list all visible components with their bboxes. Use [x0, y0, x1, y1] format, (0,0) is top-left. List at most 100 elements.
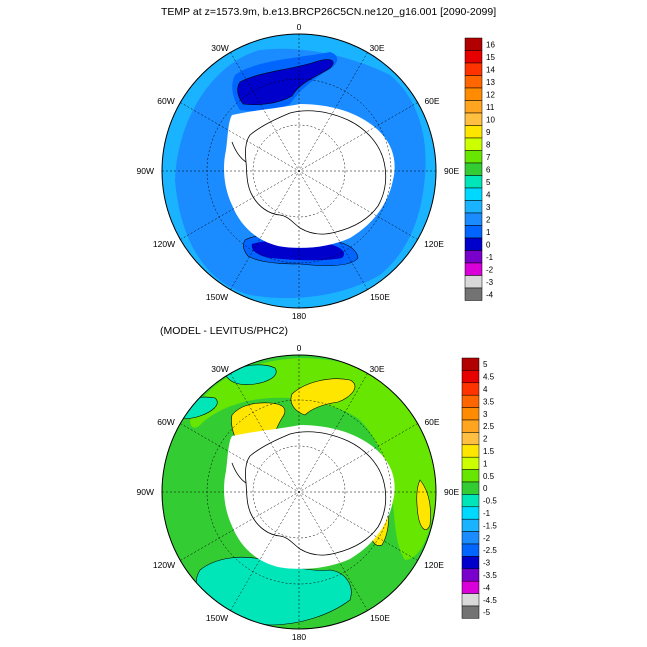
- bottom-colorbar-tick-label: 5: [483, 360, 488, 369]
- bottom-colorbar-tick-label: -5: [483, 608, 491, 617]
- top-colorbar-tick-label: 1: [486, 228, 491, 237]
- bottom-colorbar-tick-label: -2.5: [483, 546, 497, 555]
- bottom-lon-label-0: 0: [297, 343, 302, 353]
- top-colorbar-swatch: [464, 150, 483, 164]
- top-colorbar-tick-label: 2: [486, 215, 491, 224]
- bottom-lon-label-90w: 90W: [137, 487, 154, 497]
- bottom-lon-label-180: 180: [292, 632, 306, 642]
- bottom-colorbar-tick-label: 2: [483, 435, 488, 444]
- top-colorbar-swatch: [464, 175, 483, 189]
- bottom-colorbar-tick-label: -1: [483, 509, 491, 518]
- top-colorbar-tick-label: 13: [486, 78, 495, 87]
- bottom-lon-label-60w: 60W: [157, 417, 174, 427]
- bottom-colorbar-tick-label: -4.5: [483, 596, 497, 605]
- top-lon-label-120e: 120E: [424, 239, 444, 249]
- bottom-colorbar-swatch: [461, 419, 480, 433]
- top-colorbar-tick-label: 4: [486, 190, 491, 199]
- top-polar-map: 0 30E 60E 90E 120E 150E 180 150W 120W 90…: [137, 22, 460, 321]
- bottom-colorbar-swatch: [461, 568, 480, 582]
- top-colorbar-swatch: [464, 50, 483, 64]
- bottom-colorbar-tick-label: 3: [483, 410, 488, 419]
- top-colorbar-swatch: [464, 200, 483, 214]
- bottom-colorbar-swatch: [461, 506, 480, 520]
- bottom-colorbar-tick-label: -1.5: [483, 521, 497, 530]
- bottom-colorbar-tick-label: -4: [483, 583, 491, 592]
- top-lon-label-30w: 30W: [211, 43, 228, 53]
- top-lon-label-0: 0: [297, 22, 302, 32]
- bottom-colorbar-tick-label: -3: [483, 559, 491, 568]
- bottom-colorbar-swatch: [461, 593, 480, 607]
- top-colorbar-tick-label: 7: [486, 153, 491, 162]
- top-colorbar-swatch: [464, 250, 483, 264]
- bottom-colorbar-tick-label: 3.5: [483, 397, 495, 406]
- bottom-colorbar-swatch: [461, 556, 480, 570]
- bottom-colorbar-swatch: [461, 357, 480, 371]
- bottom-map-title: (MODEL - LEVITUS/PHC2): [160, 325, 288, 337]
- bottom-antarctica-shelf: [224, 425, 395, 569]
- bottom-colorbar-swatch: [461, 394, 480, 408]
- bottom-colorbar: 5 4.5 4 3.5 3 2.5 2 1.5 1 0.5 0 -0.5 -1 -1.5 -2 -2.5 -3 -…: [461, 357, 497, 619]
- bottom-colorbar-tick-label: 0: [483, 484, 488, 493]
- top-colorbar-swatch: [464, 137, 483, 151]
- bottom-colorbar-tick-label: -0.5: [483, 497, 497, 506]
- bottom-colorbar-swatch: [461, 382, 480, 396]
- bottom-colorbar-swatch: [461, 494, 480, 508]
- bottom-lon-label-150w: 150W: [206, 613, 228, 623]
- bottom-lon-label-60e: 60E: [424, 417, 439, 427]
- top-colorbar-tick-label: 14: [486, 65, 495, 74]
- bottom-yellow-patch-atlantic: [290, 378, 356, 416]
- top-lon-label-180: 180: [292, 311, 306, 321]
- top-colorbar-tick-label: 5: [486, 178, 491, 187]
- top-colorbar-swatch: [464, 162, 483, 176]
- top-colorbar-swatch: [464, 112, 483, 126]
- top-lon-label-90e: 90E: [444, 166, 459, 176]
- top-peninsula: [231, 141, 247, 163]
- top-colorbar-tick-label: 0: [486, 240, 491, 249]
- bottom-lon-label-30w: 30W: [211, 364, 228, 374]
- bottom-colorbar-swatch: [461, 456, 480, 470]
- bottom-yellow-patch-east: [416, 479, 431, 530]
- bottom-colorbar-tick-label: 0.5: [483, 472, 495, 481]
- bottom-colorbar-swatch: [461, 531, 480, 545]
- top-antarctica-coast: [245, 110, 387, 235]
- bottom-antarctica-coast: [245, 431, 387, 556]
- top-colorbar-swatch: [464, 187, 483, 201]
- bottom-colorbar-tick-label: 1.5: [483, 447, 495, 456]
- bottom-colorbar-tick-label: 4.5: [483, 373, 495, 382]
- top-colorbar-swatch: [464, 287, 483, 301]
- bottom-polar-map: 0 30E 60E 90E 120E 150E 180 150W 120W 90…: [137, 343, 460, 642]
- bottom-colorbar-swatch: [461, 605, 480, 619]
- top-lon-label-60w: 60W: [157, 96, 174, 106]
- top-colorbar-tick-label: -4: [486, 290, 494, 299]
- top-map-title: TEMP at z=1573.9m, b.e13.BRCP26C5CN.ne12…: [161, 6, 497, 18]
- top-antarctica-shelf: [224, 104, 395, 248]
- bottom-lime-band: [190, 358, 436, 560]
- top-colorbar-swatch: [464, 225, 483, 239]
- bottom-colorbar-swatch: [461, 432, 480, 446]
- top-colorbar-swatch: [464, 100, 483, 114]
- bottom-peninsula: [231, 462, 247, 484]
- top-colorbar-tick-label: 8: [486, 140, 491, 149]
- top-lon-label-30e: 30E: [369, 43, 384, 53]
- top-colorbar-swatch: [464, 275, 483, 289]
- top-colorbar-tick-label: -1: [486, 253, 494, 262]
- top-colorbar-tick-label: 10: [486, 115, 495, 124]
- bottom-colorbar-swatch: [461, 481, 480, 495]
- top-colorbar-swatch: [464, 62, 483, 76]
- top-colorbar-swatch: [464, 87, 483, 101]
- bottom-colorbar-swatch: [461, 444, 480, 458]
- bottom-lon-label-120w: 120W: [153, 560, 175, 570]
- top-colorbar-tick-label: 11: [486, 103, 495, 112]
- bottom-colorbar-swatch: [461, 543, 480, 557]
- bottom-lon-label-30e: 30E: [369, 364, 384, 374]
- bottom-colorbar-swatch: [461, 407, 480, 421]
- top-colorbar-tick-label: -2: [486, 265, 494, 274]
- top-colorbar-tick-label: 6: [486, 165, 491, 174]
- top-lon-label-150w: 150W: [206, 292, 228, 302]
- top-colorbar-swatch: [464, 125, 483, 139]
- top-colorbar-swatch: [464, 237, 483, 251]
- top-lon-label-150e: 150E: [370, 292, 390, 302]
- top-colorbar-tick-label: 16: [486, 40, 495, 49]
- bottom-colorbar-tick-label: 4: [483, 385, 488, 394]
